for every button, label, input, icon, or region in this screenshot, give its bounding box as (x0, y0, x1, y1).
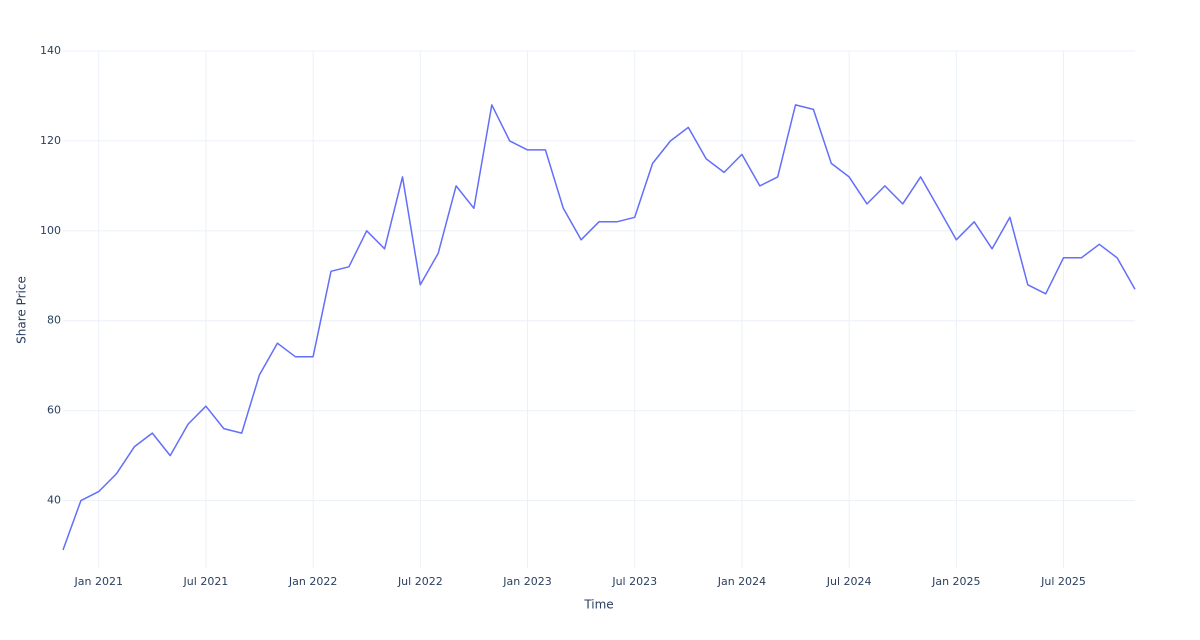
price-line (62, 104, 1136, 551)
x-tick-label: Jan 2024 (717, 575, 766, 588)
x-tick-label: Jul 2022 (397, 575, 443, 588)
x-tick-label: Jan 2022 (288, 575, 337, 588)
y-tick-label: 80 (47, 314, 61, 327)
x-axis-title: Time (583, 598, 613, 612)
x-tick-label: Jul 2025 (1040, 575, 1086, 588)
x-tick-label: Jul 2024 (826, 575, 872, 588)
x-tick-label: Jan 2023 (502, 575, 551, 588)
y-tick-label: 100 (40, 224, 61, 237)
x-tick-label: Jul 2021 (183, 575, 229, 588)
y-tick-label: 40 (47, 494, 61, 507)
y-axis-title: Share Price (15, 276, 29, 344)
x-tick-label: Jan 2025 (931, 575, 980, 588)
y-tick-label: 140 (40, 44, 61, 57)
x-tick-label: Jan 2021 (74, 575, 123, 588)
x-tick-label: Jul 2023 (611, 575, 657, 588)
y-tick-label: 60 (47, 404, 61, 417)
y-tick-label: 120 (40, 134, 61, 147)
